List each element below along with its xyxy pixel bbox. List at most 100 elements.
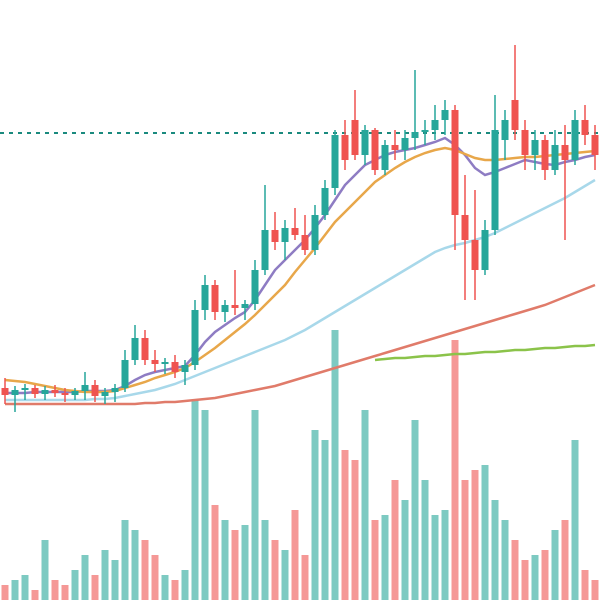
volume-bar bbox=[561, 520, 569, 600]
volume-bar bbox=[21, 575, 29, 600]
candle-body bbox=[361, 130, 369, 155]
volume-bar bbox=[311, 430, 319, 600]
volume-bar bbox=[431, 515, 439, 600]
volume-bar bbox=[211, 505, 219, 600]
moving-average-line bbox=[374, 343, 596, 362]
moving-average-line bbox=[5, 178, 596, 402]
volume-bar bbox=[571, 440, 579, 600]
volume-bar bbox=[341, 450, 349, 600]
volume-bar bbox=[221, 520, 229, 600]
candle-body bbox=[551, 145, 559, 170]
moving-average-line bbox=[4, 146, 596, 394]
candle-body bbox=[21, 388, 29, 390]
candle-body bbox=[61, 393, 69, 395]
volume-bar bbox=[201, 410, 209, 600]
candle-body bbox=[201, 285, 209, 310]
candle-body bbox=[521, 130, 529, 155]
volume-bar bbox=[31, 590, 39, 600]
volume-bar bbox=[251, 410, 259, 600]
candle-body bbox=[511, 100, 519, 130]
candle-body bbox=[281, 228, 289, 242]
volume-bar bbox=[371, 520, 379, 600]
volume-bar bbox=[121, 520, 129, 600]
volume-bar bbox=[461, 480, 469, 600]
candle-body bbox=[41, 390, 49, 394]
volume-bar bbox=[91, 575, 99, 600]
candle-body bbox=[391, 145, 399, 150]
candle-body bbox=[171, 362, 179, 372]
volume-bar bbox=[321, 440, 329, 600]
candle-body bbox=[271, 230, 279, 242]
candle-body bbox=[141, 338, 149, 360]
volume-bar bbox=[191, 400, 199, 600]
volume-bar bbox=[231, 530, 239, 600]
volume-bar bbox=[481, 465, 489, 600]
volume-bar bbox=[351, 460, 359, 600]
volume-bar bbox=[441, 510, 449, 600]
volume-bar bbox=[291, 510, 299, 600]
candle-body bbox=[301, 235, 309, 250]
candle-body bbox=[581, 120, 589, 135]
volume-bar bbox=[271, 540, 279, 600]
candle-body bbox=[321, 188, 329, 215]
candle-body bbox=[491, 130, 499, 230]
candle-body bbox=[111, 388, 119, 392]
candle-body bbox=[51, 390, 59, 393]
volume-bar bbox=[361, 410, 369, 600]
candle-body bbox=[191, 310, 199, 365]
candle-body bbox=[461, 215, 469, 240]
volume-bar bbox=[591, 580, 599, 600]
candle-body bbox=[81, 385, 89, 391]
candle-body bbox=[151, 360, 159, 364]
volume-bar bbox=[411, 420, 419, 600]
candle-body bbox=[431, 120, 439, 130]
volume-bar bbox=[11, 580, 19, 600]
candle-body bbox=[371, 130, 379, 170]
candle-body bbox=[351, 120, 359, 155]
volume-bar bbox=[541, 550, 549, 600]
candle-body bbox=[131, 338, 139, 360]
candle-body bbox=[121, 360, 129, 388]
volume-bar bbox=[51, 580, 59, 600]
candle-body bbox=[161, 362, 169, 364]
volume-bar bbox=[331, 330, 339, 600]
candle-body bbox=[401, 138, 409, 150]
volume-bar bbox=[301, 555, 309, 600]
volume-bar bbox=[451, 340, 459, 600]
volume-bar bbox=[101, 550, 109, 600]
candle-body bbox=[541, 140, 549, 170]
candle-body bbox=[181, 365, 189, 372]
candle-body bbox=[1, 388, 9, 395]
candle-body bbox=[241, 304, 249, 308]
volume-bar bbox=[171, 580, 179, 600]
volume-bar bbox=[471, 470, 479, 600]
volume-bar bbox=[521, 560, 529, 600]
candle-body bbox=[411, 132, 419, 138]
candle-body bbox=[441, 110, 449, 120]
candle-body bbox=[561, 145, 569, 160]
volume-bar bbox=[41, 540, 49, 600]
candle-body bbox=[311, 215, 319, 250]
volume-bar bbox=[181, 570, 189, 600]
candle-body bbox=[571, 120, 579, 160]
volume-bar bbox=[1, 585, 9, 600]
volume-bar bbox=[261, 520, 269, 600]
volume-bar bbox=[501, 520, 509, 600]
candle-body bbox=[31, 388, 39, 394]
volume-bar bbox=[241, 525, 249, 600]
candle-body bbox=[501, 120, 509, 140]
volume-bar bbox=[61, 585, 69, 600]
candle-body bbox=[251, 270, 259, 304]
volume-bar bbox=[71, 570, 79, 600]
candle-body bbox=[101, 392, 109, 396]
candle-body bbox=[421, 130, 429, 132]
volume-bar bbox=[491, 500, 499, 600]
candle-body bbox=[481, 230, 489, 270]
volume-bar bbox=[381, 515, 389, 600]
candle-body bbox=[91, 385, 99, 396]
candle-body bbox=[211, 285, 219, 312]
volume-bar bbox=[401, 500, 409, 600]
candle-body bbox=[11, 390, 19, 395]
volume-bar bbox=[421, 480, 429, 600]
